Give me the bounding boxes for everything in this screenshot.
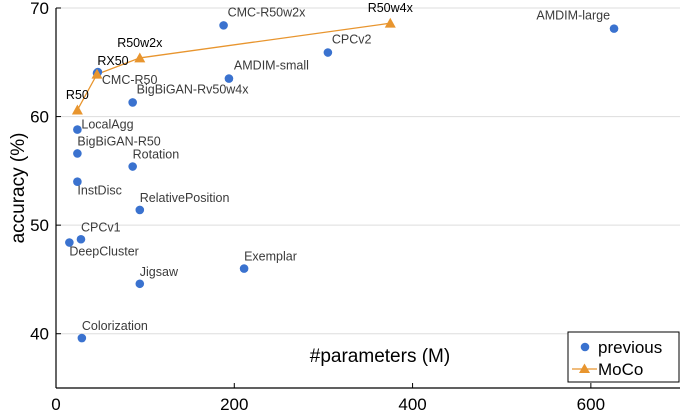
- label-jigsaw: Jigsaw: [140, 265, 179, 279]
- label-relativeposition: RelativePosition: [140, 191, 230, 205]
- label-bigbigan-r50: BigBiGAN-R50: [77, 134, 160, 148]
- label-cpcv2: CPCv2: [332, 33, 372, 47]
- label-amdim-large: AMDIM-large: [536, 9, 610, 23]
- point-cpcv1: [76, 234, 86, 244]
- y-tick-label-40: 40: [30, 325, 49, 344]
- point-localagg: [73, 125, 82, 134]
- data-points: [65, 17, 619, 343]
- x-tick-label-200: 200: [220, 395, 248, 414]
- point-instdisc: [73, 177, 82, 187]
- legend-moco-marker: [579, 363, 590, 373]
- point-exemplar: [239, 264, 249, 273]
- y-axis-title: accuracy (%): [8, 133, 29, 244]
- moco-label-r50w4x: R50w4x: [368, 1, 414, 15]
- legend-previous-label: previous: [598, 338, 662, 357]
- point-bigbigan-r50: [73, 149, 82, 158]
- label-cmc-r50: CMC-R50: [102, 73, 158, 87]
- label-cpcv1: CPCv1: [81, 220, 121, 234]
- moco-point-r50: [71, 104, 83, 115]
- label-rotation: Rotation: [133, 148, 180, 162]
- point-cmc-r50w2x: [219, 21, 228, 30]
- moco-point-rx50: [91, 68, 103, 79]
- moco-label-r50: R50: [66, 88, 89, 102]
- point-rotation: [128, 162, 137, 171]
- label-colorization: Colorization: [82, 319, 148, 333]
- label-instdisc: InstDisc: [77, 184, 121, 198]
- y-tick-label-70: 70: [30, 0, 49, 18]
- x-axis-title: #parameters (M): [310, 346, 450, 367]
- axes: 40 50 60 70 0 200 400 600: [30, 0, 680, 414]
- label-exemplar: Exemplar: [244, 250, 297, 264]
- label-deepcluster: DeepCluster: [69, 245, 138, 259]
- point-labels: CMC-R50w2x AMDIM-large CPCv2 CMC-R50 AMDIM-s…: [66, 1, 610, 333]
- label-bigbigan-rv50w4x: BigBiGAN-Rv50w4x: [137, 82, 250, 96]
- label-rx50: RX50: [97, 54, 128, 68]
- legend: previous MoCo: [567, 331, 680, 383]
- point-jigsaw: [135, 279, 145, 289]
- point-bigbigan-rv50w4x: [128, 98, 137, 107]
- point-amdim-large: [609, 24, 619, 33]
- y-tick-label-60: 60: [30, 108, 49, 127]
- point-colorization: [77, 333, 87, 343]
- label-localagg: LocalAgg: [81, 118, 133, 132]
- moco-point-r50w4x: [384, 17, 396, 28]
- point-amdim-small: [224, 74, 234, 83]
- legend-box: [567, 331, 680, 383]
- point-relativeposition: [135, 205, 145, 215]
- legend-moco-label: MoCo: [598, 360, 643, 379]
- moco-series-line: [76, 22, 391, 111]
- legend-previous-marker: [580, 342, 590, 352]
- moco-label-r50w2x: R50w2x: [117, 36, 163, 50]
- label-cmc-r50w2x: CMC-R50w2x: [228, 5, 307, 19]
- moco-line: [76, 22, 391, 111]
- x-tick-label-0: 0: [51, 395, 60, 414]
- moco-point-r50w2x: [134, 52, 146, 63]
- y-tick-label-50: 50: [30, 216, 49, 235]
- x-tick-label-600: 600: [577, 395, 605, 414]
- point-cpcv2: [323, 48, 333, 57]
- x-tick-label-400: 400: [398, 395, 426, 414]
- label-amdim-small: AMDIM-small: [234, 59, 309, 73]
- point-deepcluster: [65, 238, 74, 247]
